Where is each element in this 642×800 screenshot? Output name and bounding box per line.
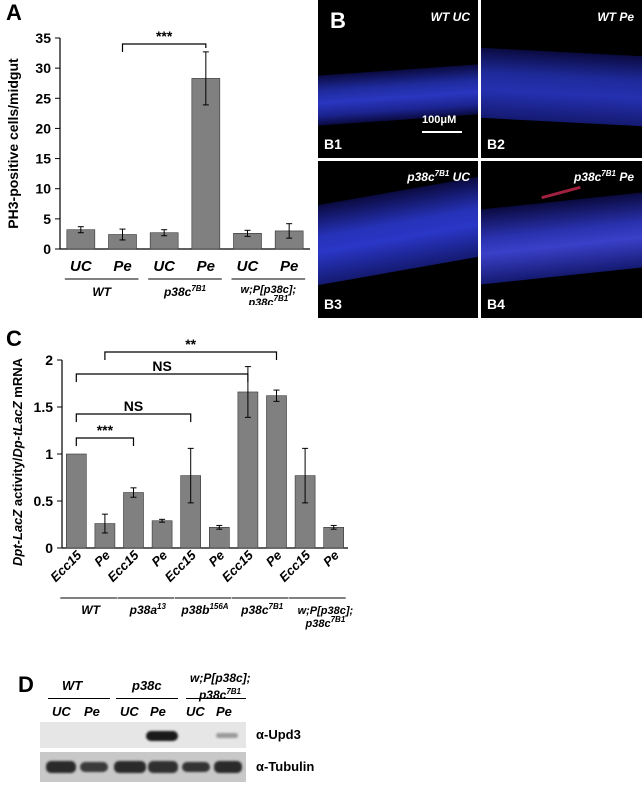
c-category-label: Ecc15 [276,547,314,585]
c-category-label: Pe [91,548,113,570]
c-y-axis-label: Dpt-LacZ activity/Dp-tLacZ mRNA [10,357,25,566]
c-category-label: Pe [320,548,342,570]
c-y-tick-label: 0.5 [34,493,54,509]
c-y-tick-label: 1.5 [34,399,54,415]
blot-row-upd3: α-Upd3 [256,727,301,742]
panel-c-letter: C [6,326,22,351]
c-y-tick-label: 1 [45,446,53,462]
c-category-label: Ecc15 [219,547,257,585]
blot-lane-5: UC [186,704,205,719]
a-y-tick-label: 10 [35,181,51,197]
c-group-label-p38c: p38c7B1 [240,602,284,617]
a-category-label: UC [153,258,176,275]
a-group-label-p38c: p38c7B1 [163,284,207,299]
a-group-label-rescue-2: p38c7B1 [247,294,288,305]
a-category-label: Pe [113,258,131,275]
c-category-label: Ecc15 [104,547,142,585]
c-y-tick-label: 2 [45,352,53,368]
c-bar [209,527,230,549]
blot-lane-1: UC [52,704,71,719]
c-significance-bracket [75,413,192,422]
micrograph-b1: WT UC 100μM B1 [318,0,478,158]
c-group-label-rescue-1: w;P[p38c]; [298,605,354,617]
c-group-label-p38b: p38b156A [180,602,228,617]
panel-d-western-blot: WT p38c w;P[p38c]; p38c7B1 UC Pe UC Pe UC… [0,670,642,800]
a-category-label: Pe [197,258,215,275]
c-group-label-rescue-2: p38c7B1 [305,615,346,630]
b2-id: B2 [487,136,505,152]
panel-b-microscopy-grid: WT UC 100μM B1 WT Pe B2 p38c7B1 UC B3 p3… [318,0,642,318]
a-significance-label: *** [156,28,173,44]
blot-lane-4: Pe [150,704,166,719]
a-y-tick-label: 30 [35,60,51,76]
c-significance-label: NS [124,398,143,414]
a-category-label: UC [70,258,93,275]
c-significance-bracket [75,373,249,382]
micrograph-b3: p38c7B1 UC B3 [318,161,478,318]
blot-row-tubulin: α-Tubulin [256,759,315,774]
c-category-label: Ecc15 [162,547,200,585]
blot-group-wt: WT [62,678,83,693]
a-y-tick-label: 35 [35,30,51,46]
a-category-label: UC [237,258,260,275]
c-category-label: Pe [148,548,170,570]
c-bar [266,395,287,549]
c-significance-bracket [75,437,135,446]
c-significance-bracket [104,351,278,360]
a-y-tick-label: 5 [43,211,51,227]
c-group-label-p38a: p38a13 [129,602,167,617]
c-group-label-wt: WT [81,603,101,617]
a-group-label-wt: WT [92,285,112,299]
blot-group-p38c: p38c [132,678,162,693]
c-significance-label: *** [97,422,114,438]
a-group-label-rescue-1: w;P[p38c]; [241,284,297,296]
a-y-axis-label: PH3-positive cells/midgut [5,58,21,229]
b2-label: WT Pe [597,10,634,24]
panel-d-letter: D [18,672,34,697]
c-significance-label: ** [185,336,196,352]
a-y-tick-label: 25 [35,90,51,106]
blot-lane-2: Pe [84,704,100,719]
b3-label: p38c7B1 UC [407,169,470,184]
a-y-tick-label: 20 [35,120,51,136]
b4-label: p38c7B1 Pe [573,169,634,184]
c-category-label: Pe [263,548,285,570]
micrograph-b2: WT Pe B2 [481,0,642,158]
c-category-label: Pe [206,548,228,570]
b3-id: B3 [324,296,342,312]
panel-a-bar-chart: 0 5 10 15 20 25 30 35 PH3-positive cells/midgut U… [5,28,310,305]
c-bar [323,527,345,549]
blot-upd3-strip [40,722,246,748]
scale-bar-label: 100μM [422,114,457,126]
panel-b-letter: B [330,8,346,33]
blot-lane-3: UC [120,704,139,719]
b4-id: B4 [487,296,505,312]
c-bar [66,453,87,549]
micrograph-b4: p38c7B1 Pe B4 [481,161,642,318]
a-significance-bracket [121,43,207,52]
blot-tubulin-strip [40,752,246,782]
blot-lane-6: Pe [216,704,232,719]
c-bar [123,492,144,549]
panel-c-bar-chart: 0 0.5 1 1.5 2 Dpt-LacZ activity/Dp-tLacZ mRNA… [10,336,354,630]
c-bar [151,520,173,549]
b1-label: WT UC [430,10,470,24]
b1-id: B1 [324,136,342,152]
panel-a-letter: A [6,0,22,25]
a-category-label: Pe [280,258,298,275]
a-y-tick-label: 0 [43,241,51,257]
a-y-tick-label: 15 [35,151,51,167]
c-y-tick-label: 0 [45,540,53,556]
c-significance-label: NS [152,358,171,374]
